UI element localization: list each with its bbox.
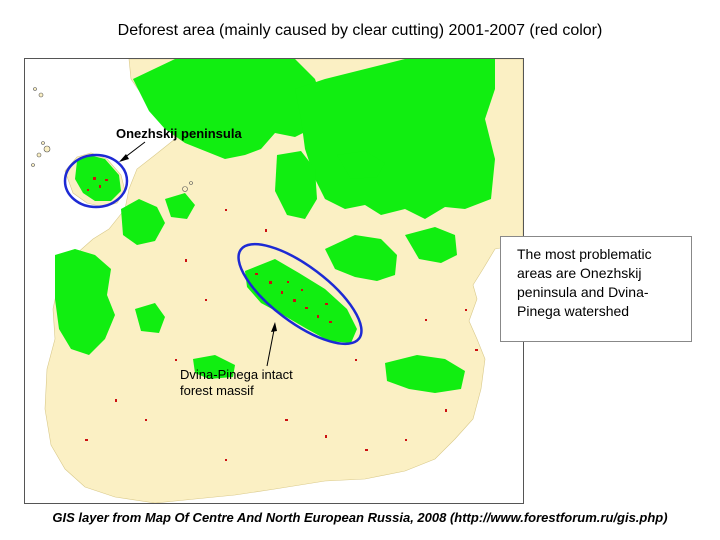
dvina-label-line1: Dvina-Pinega intact — [180, 367, 293, 382]
problem-areas-callout: The most problematic areas are Onezhskij… — [500, 236, 692, 342]
onezhskij-arrow — [119, 141, 146, 162]
coastline-islets — [31, 87, 193, 192]
deforestation-patches — [85, 177, 478, 461]
onezhskij-highlight-ellipse — [63, 153, 129, 209]
onezhskij-peninsula-label: Onezhskij peninsula — [116, 126, 242, 141]
dvina-highlight-ellipse — [237, 242, 363, 346]
forest-map — [31, 59, 523, 503]
map-frame — [24, 58, 524, 504]
dvina-pinega-label: Dvina-Pinega intact forest massif — [180, 367, 340, 399]
intact-forest — [55, 59, 495, 393]
slide-title: Deforest area (mainly caused by clear cu… — [117, 22, 603, 39]
source-credit: GIS layer from Map Of Centre And North E… — [52, 510, 668, 525]
dvina-label-line2: forest massif — [180, 383, 254, 398]
dvina-arrow — [266, 322, 277, 367]
